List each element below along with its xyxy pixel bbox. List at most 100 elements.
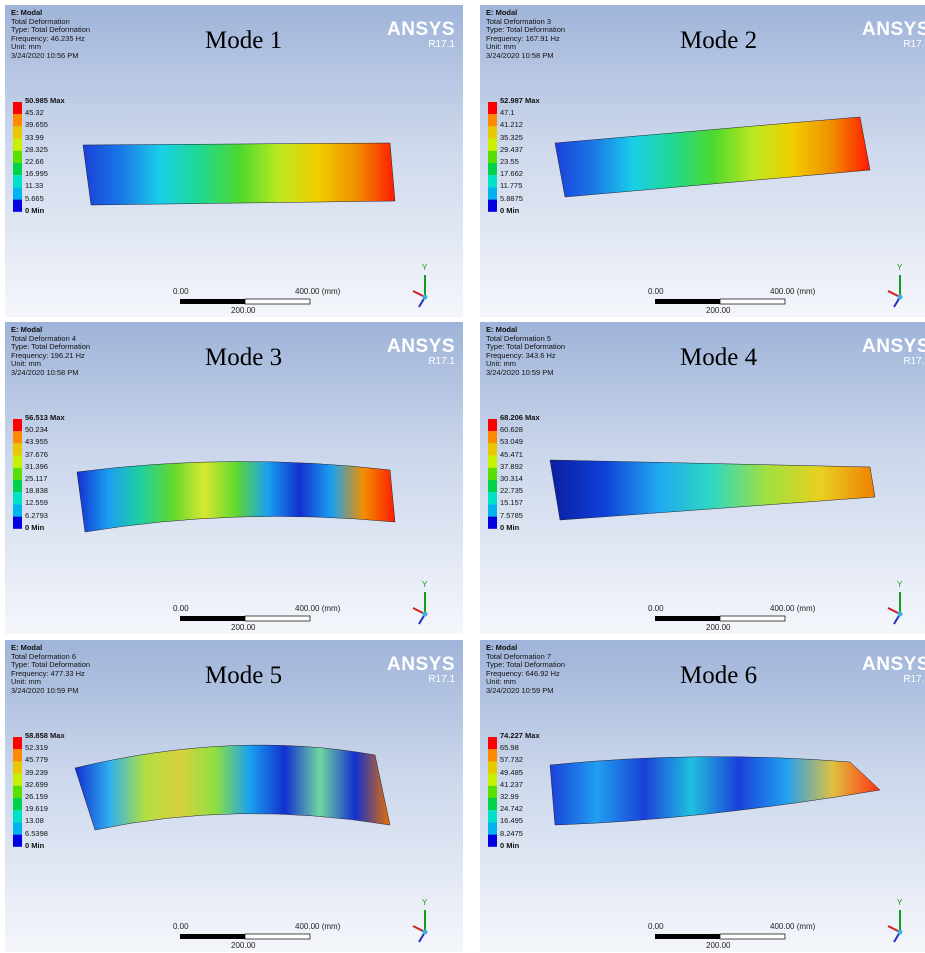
legend-band	[488, 774, 497, 786]
legend-label: 0 Min	[25, 841, 44, 850]
version: R17.1	[428, 674, 455, 685]
legend-band	[13, 456, 22, 468]
logo: ANSYS	[387, 336, 455, 358]
legend-label: 29.437	[500, 145, 523, 154]
legend-band	[488, 492, 497, 504]
legend-band	[13, 163, 22, 175]
logo: ANSYS	[862, 19, 925, 41]
legend-label: 15.157	[500, 498, 523, 507]
legend-band	[488, 139, 497, 151]
legend-label: 7.5785	[500, 511, 523, 520]
scale-label: 200.00	[231, 306, 255, 315]
header-line: 3/24/2020 10:59 PM	[486, 369, 565, 378]
legend-label: 19.619	[25, 804, 48, 813]
scale-label: 400.00 (mm)	[770, 922, 815, 931]
legend-band	[13, 200, 22, 212]
scale-bar	[245, 299, 310, 304]
legend-band	[13, 443, 22, 455]
scale-label: 200.00	[706, 306, 730, 315]
legend-band	[13, 492, 22, 504]
legend-label: 13.08	[25, 816, 44, 825]
legend-label: 0 Min	[500, 841, 519, 850]
mode-title: Mode 6	[680, 662, 757, 690]
scale-label: 400.00 (mm)	[295, 922, 340, 931]
legend-label: 60.628	[500, 425, 523, 434]
legend-label: 11.775	[500, 181, 522, 190]
scale-label: 0.00	[173, 287, 189, 296]
legend-label: 6.5398	[25, 829, 48, 838]
legend-band	[13, 431, 22, 443]
legend-label: 24.742	[500, 804, 523, 813]
legend-label: 45.32	[25, 108, 44, 117]
scale-bar	[180, 616, 245, 621]
legend-band	[13, 187, 22, 199]
scale-bar	[655, 299, 720, 304]
triad-origin	[898, 930, 903, 935]
legend-label: 58.858 Max	[25, 731, 65, 740]
legend-band	[13, 774, 22, 786]
version: R17.1	[428, 356, 455, 367]
beam	[555, 117, 870, 197]
legend-band	[13, 761, 22, 773]
legend-label: 45.471	[500, 450, 523, 459]
header: E: ModalTotal DeformationType: Total Def…	[11, 9, 90, 61]
header: E: ModalTotal Deformation 4Type: Total D…	[11, 326, 90, 378]
legend-label: 39.239	[25, 768, 48, 777]
axis-label: Y	[897, 580, 902, 589]
mode-title: Mode 4	[680, 344, 757, 372]
scale-bar	[720, 616, 785, 621]
legend-band	[13, 151, 22, 163]
legend-label: 26.159	[25, 792, 48, 801]
legend-band	[488, 761, 497, 773]
legend-label: 45.779	[25, 755, 48, 764]
legend-band	[488, 431, 497, 443]
legend-band	[13, 737, 22, 749]
legend-band	[13, 175, 22, 187]
mode-title: Mode 5	[205, 662, 282, 690]
beam	[75, 745, 390, 830]
legend-band	[488, 456, 497, 468]
legend-band	[488, 468, 497, 480]
axis-label: Y	[422, 263, 427, 272]
legend-band	[13, 786, 22, 798]
legend-label: 50.985 Max	[25, 96, 65, 105]
legend-band	[13, 126, 22, 138]
legend-label: 11.33	[25, 181, 43, 190]
scale-bar	[655, 616, 720, 621]
scale-label: 0.00	[173, 922, 189, 931]
scale-bar	[180, 299, 245, 304]
legend-label: 65.98	[500, 743, 519, 752]
legend-label: 41.212	[500, 120, 523, 129]
legend-band	[488, 810, 497, 822]
legend-label: 50.234	[25, 425, 48, 434]
triad-origin	[898, 295, 903, 300]
legend-label: 17.662	[500, 169, 523, 178]
legend-band	[488, 480, 497, 492]
beam	[550, 757, 880, 825]
legend-label: 52.319	[25, 743, 48, 752]
scale-bar	[245, 616, 310, 621]
legend-label: 37.676	[25, 450, 48, 459]
figure: E: ModalTotal DeformationType: Total Def…	[0, 0, 925, 953]
axis-label: Y	[897, 898, 902, 907]
legend-band	[488, 102, 497, 114]
header: E: ModalTotal Deformation 5Type: Total D…	[486, 326, 565, 378]
mode-panel: E: ModalTotal Deformation 3Type: Total D…	[480, 5, 925, 317]
version: R17.1	[903, 356, 925, 367]
axis-label: Y	[422, 898, 427, 907]
scale-label: 200.00	[231, 941, 255, 950]
legend-band	[13, 798, 22, 810]
legend-band	[488, 163, 497, 175]
legend-label: 23.55	[500, 157, 519, 166]
legend-label: 43.955	[25, 437, 48, 446]
legend-band	[488, 187, 497, 199]
triad-origin	[423, 612, 428, 617]
scale-bar	[245, 934, 310, 939]
legend-label: 22.735	[500, 486, 523, 495]
axis-label: Y	[422, 580, 427, 589]
logo: ANSYS	[862, 654, 925, 676]
scale-label: 200.00	[231, 623, 255, 632]
legend-label: 5.665	[25, 194, 44, 203]
